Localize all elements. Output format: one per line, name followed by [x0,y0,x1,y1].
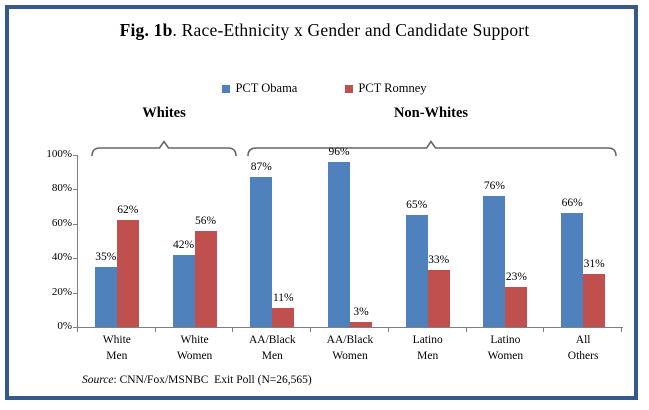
bar-value-label: 65% [406,199,428,212]
bar [427,270,450,327]
bar-value-label: 87% [250,161,272,174]
y-axis-label: 80% [51,182,72,195]
group-label-whites: Whites [142,105,186,121]
y-axis-tick [73,327,77,328]
x-axis-tick [232,328,234,332]
bar [250,177,273,327]
bar-value-label: 33% [428,254,450,267]
bar-value-label: 31% [583,257,605,270]
y-axis-tick [73,155,77,156]
y-axis-line [77,155,78,328]
x-axis-line [77,327,623,328]
y-axis-tick [73,189,77,191]
bar [328,161,350,327]
group-label-nonwhites: Non-Whites [393,105,469,121]
bar-value-label: 76% [483,180,505,193]
bar [94,266,117,327]
category-label: AA/Black Women [326,334,374,362]
source-note: Source: CNN/Fox/MSNBC Exit Poll (N=26,56… [82,374,312,386]
bar [505,287,528,327]
bar-value-label: 66% [561,197,583,210]
romney-swatch-icon [345,84,354,93]
obama-swatch-icon [222,84,231,93]
y-axis-tick [73,223,77,225]
category-label: White Women [176,334,213,362]
x-axis-tick [387,328,389,332]
non-whites-brace [247,140,617,157]
bar [116,220,139,327]
bar [483,196,506,327]
y-axis-tick [73,292,77,294]
figure-border-frame [5,5,638,400]
legend: PCT Obama PCT Romney [0,81,649,96]
bar-value-label: 23% [505,271,527,284]
bar-value-label: 62% [117,204,139,217]
bar-value-label: 3% [353,305,369,318]
category-label: All Others [567,334,599,362]
chart-title-rest: . Race-Ethnicity x Gender and Candidate … [172,20,530,40]
x-axis-tick [465,328,467,332]
y-axis-label: 20% [51,285,72,298]
legend-item-obama: PCT Obama [222,81,297,96]
category-label: AA/Black Men [248,334,296,362]
bar-value-label: 96% [328,145,350,158]
y-axis-label: 60% [51,216,72,229]
y-axis-label: 0% [57,320,72,332]
bar [194,230,217,327]
chart-title: Fig. 1b. Race-Ethnicity x Gender and Can… [0,20,649,41]
y-axis-label: 40% [51,251,72,264]
bar-value-label: 56% [195,214,217,227]
legend-label-romney: PCT Romney [358,81,427,95]
chart-title-prefix: Fig. 1b [119,20,173,40]
bar [272,308,295,327]
source-text: : CNN/Fox/MSNBC Exit Poll (N=26,565) [113,374,312,386]
source-word: Source [82,374,114,386]
legend-label-obama: PCT Obama [235,81,298,95]
bar [583,273,606,327]
x-axis-tick [543,328,545,332]
y-axis-tick [73,258,77,260]
whites-brace [91,140,237,157]
category-label: White Men [102,334,131,362]
bar [350,321,372,327]
bar-value-label: 11% [272,292,294,305]
x-axis-tick [77,328,78,332]
legend-item-romney: PCT Romney [345,81,427,96]
x-axis-tick [154,328,156,332]
x-axis-tick [621,328,622,332]
bar [405,215,428,327]
x-axis-tick [310,328,312,332]
bar [561,213,584,327]
bar-value-label: 35% [95,250,117,263]
y-axis-label: 100% [46,148,72,160]
bar [172,254,195,327]
category-label: Latino Women [487,334,524,362]
bar-value-label: 42% [173,238,195,251]
category-label: Latino Men [412,334,443,362]
